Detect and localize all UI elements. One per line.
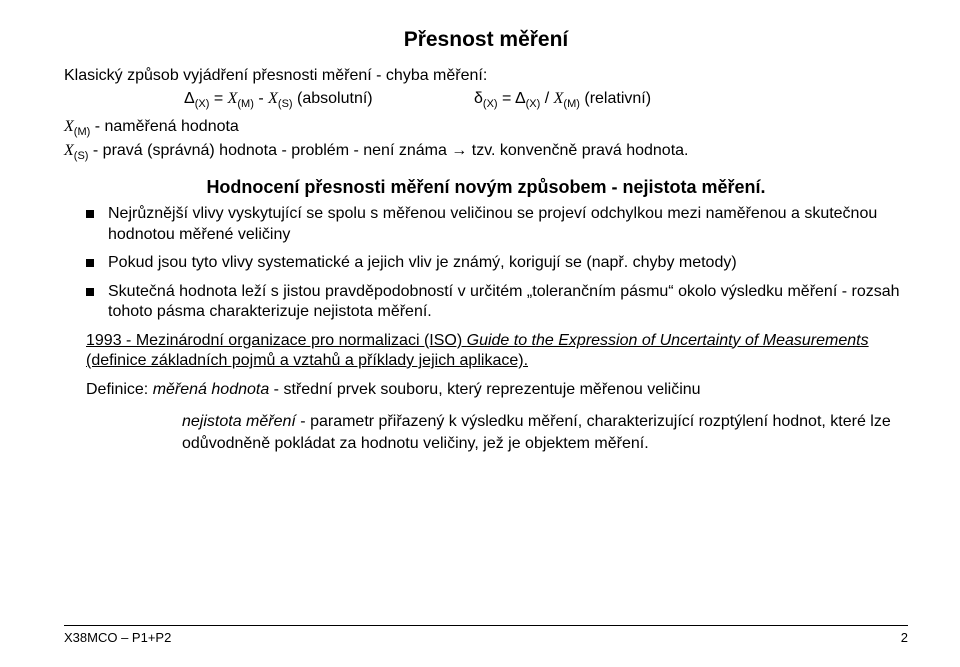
iso-post: (definice základních pojmů a vztahů a př… [86, 352, 528, 369]
iso-underline: 1993 - Mezinárodní organizace pro normal… [86, 332, 869, 369]
formula-absolute: Δ(X) = X(M) - X(S) (absolutní) [184, 90, 474, 110]
delta-abs: Δ [184, 90, 195, 107]
bullet-item: Skutečná hodnota leží s jistou pravděpod… [86, 282, 908, 323]
intro-line: Klasický způsob vyjádření přesnosti měře… [64, 66, 908, 86]
legend-2: X(S) - pravá (správná) hodnota - problém… [64, 141, 908, 163]
sub-x-2: (X) [483, 99, 498, 111]
x-m-legend: X [64, 118, 74, 135]
sub-m-2: (M) [563, 99, 580, 111]
def2-term: nejistota měření [182, 413, 296, 430]
x-m: X [228, 90, 238, 107]
def1-rest: - střední prvek souboru, který reprezent… [269, 381, 700, 398]
minus-abs: - [258, 90, 268, 107]
iso-line: 1993 - Mezinárodní organizace pro normal… [86, 331, 908, 372]
iso-guide: Guide to the Expression of Uncertainty o… [467, 332, 869, 349]
sub-s-legend: (S) [74, 150, 89, 162]
sub-m-legend: (M) [74, 126, 91, 138]
formula-relative: δ(X) = Δ(X) / X(M) (relativní) [474, 90, 651, 110]
bullet-item: Nejrůznější vlivy vyskytující se spolu s… [86, 204, 908, 245]
legend-1: X(M) - naměřená hodnota [64, 117, 908, 139]
legend-2-text: - pravá (správná) hodnota - problém - ne… [88, 142, 688, 159]
big-delta: Δ [515, 90, 526, 107]
x-m-2: X [554, 90, 564, 107]
footer-right: 2 [901, 630, 908, 645]
def-label: Definice: [86, 381, 153, 398]
sub-x-3: (X) [526, 99, 541, 111]
def2-row: nejistota měření - parametr přiřazený k … [182, 411, 908, 454]
bullet-item: Pokud jsou tyto vlivy systematické a jej… [86, 253, 908, 273]
sub-x-1: (X) [195, 99, 210, 111]
page-title: Přesnost měření [64, 28, 908, 52]
abs-label: (absolutní) [297, 90, 373, 107]
sub-m-1: (M) [237, 99, 254, 111]
x-s: X [268, 90, 278, 107]
legend-1-text: - naměřená hodnota [90, 118, 239, 135]
def1-term: měřená hodnota [153, 381, 270, 398]
subtitle: Hodnocení přesnosti měření novým způsobe… [64, 177, 908, 198]
definition-block: Definice: měřená hodnota - střední prvek… [86, 379, 908, 454]
bullet-list: Nejrůznější vlivy vyskytující se spolu s… [86, 204, 908, 322]
eq-abs: = [214, 90, 228, 107]
page-footer: X38MCO – P1+P2 2 [64, 625, 908, 645]
rel-label: (relativní) [584, 90, 651, 107]
footer-left: X38MCO – P1+P2 [64, 630, 171, 645]
x-s-legend: X [64, 142, 74, 159]
eq-rel: = [502, 90, 515, 107]
div-rel: / [545, 90, 554, 107]
sub-s-1: (S) [278, 99, 293, 111]
delta-rel: δ [474, 90, 483, 107]
formula-row: Δ(X) = X(M) - X(S) (absolutní) δ(X) = Δ(… [184, 90, 908, 110]
page-root: Přesnost měření Klasický způsob vyjádřen… [0, 0, 960, 667]
iso-pre: 1993 - Mezinárodní organizace pro normal… [86, 332, 467, 349]
